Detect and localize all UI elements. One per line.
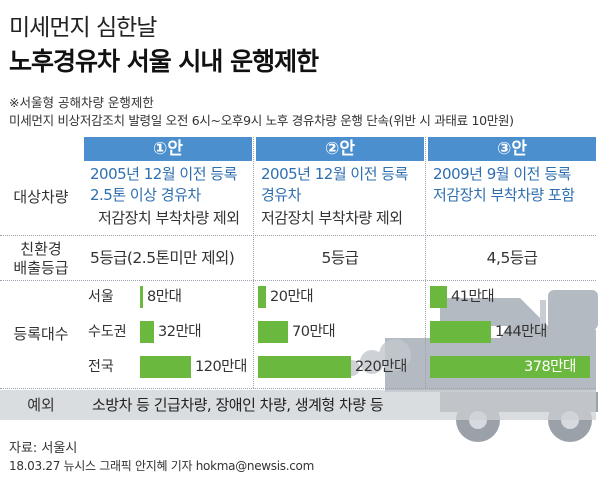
subtitle-policy: ※서울형 공해차량 운행제한: [9, 95, 154, 110]
bar-option1-metro: [140, 321, 154, 343]
row-label-target: 대상차량: [13, 188, 69, 206]
bar-option1-seoul: [140, 286, 143, 308]
grade-option2: 5등급: [321, 249, 359, 267]
target-option2-line3: 저감장치 부착차량 제외: [261, 209, 403, 227]
column-header-option3: ③안: [428, 137, 596, 161]
row-divider: [0, 388, 596, 389]
row-label-registered: 등록대수: [13, 325, 69, 343]
subtitle-description: 미세먼지 비상저감조치 발령일 오전 6시~오후9시 노후 경유차량 운행 단속…: [9, 113, 514, 128]
bar-label-option3-nation: 378만대: [524, 359, 576, 375]
bar-option2-metro: [258, 321, 288, 343]
bar-label-option2-metro: 70만대: [292, 324, 336, 340]
column-divider: [253, 137, 254, 388]
bar-option3-nation: [430, 356, 590, 378]
bar-label-option1-seoul: 8만대: [147, 289, 182, 305]
title: 미세먼지 심한날: [9, 15, 157, 41]
target-option2-line1: 2005년 12월 이전 등록: [261, 165, 408, 183]
column-header-option2: ②안: [256, 137, 424, 161]
row-divider: [0, 280, 596, 281]
region-label-metro: 수도권: [88, 324, 127, 340]
target-option3-line1: 2009년 9월 이전 등록: [433, 165, 571, 183]
grade-option3: 4,5등급: [486, 249, 538, 267]
target-option1-line1: 2005년 12월 이전 등록: [90, 165, 237, 183]
exception-row: [0, 390, 596, 420]
bar-option1-nation: [140, 356, 191, 378]
column-header-option1: ①안: [84, 137, 252, 161]
column-divider: [425, 137, 426, 388]
bar-option2-nation: [258, 356, 351, 378]
exception-text: 소방차 등 긴급차량, 장애인 차량, 생계형 차량 등: [92, 396, 384, 414]
headline: 노후경유차 서울 시내 운행제한: [9, 47, 319, 76]
bar-option2-seoul: [258, 286, 266, 308]
source: 자료: 서울시: [9, 441, 78, 456]
row-divider: [0, 235, 596, 236]
grade-option1: 5등급(2.5톤미만 제외): [90, 249, 235, 267]
bar-option3-metro: [430, 321, 491, 343]
bar-label-option3-seoul: 41만대: [451, 289, 495, 305]
bar-label-option1-metro: 32만대: [158, 324, 202, 340]
region-label-seoul: 서울: [88, 289, 114, 305]
row-label-grade-2: 배출등급: [13, 259, 69, 277]
region-label-nation: 전국: [88, 359, 114, 375]
target-option3-line2: 저감장치 부착차량 포함: [433, 186, 575, 204]
row-label-exception: 예외: [27, 396, 55, 414]
bar-option3-seoul: [430, 286, 447, 308]
row-label-grade-1: 친환경: [20, 240, 62, 258]
bar-label-option3-metro: 144만대: [495, 324, 547, 340]
bar-label-option1-nation: 120만대: [195, 359, 247, 375]
bar-label-option2-nation: 220만대: [355, 359, 407, 375]
credit: 18.03.27 뉴시스 그래픽 안지혜 기자 hokma@newsis.com: [9, 459, 314, 473]
bar-label-option2-seoul: 20만대: [270, 289, 314, 305]
target-option1-line3: 저감장치 부착차량 제외: [98, 209, 240, 227]
target-option1-line2: 2.5톤 이상 경유차: [90, 186, 201, 204]
target-option2-line2: 경유차: [261, 186, 301, 204]
